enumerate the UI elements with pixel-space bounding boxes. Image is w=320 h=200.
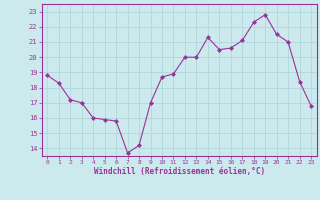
X-axis label: Windchill (Refroidissement éolien,°C): Windchill (Refroidissement éolien,°C) bbox=[94, 167, 265, 176]
